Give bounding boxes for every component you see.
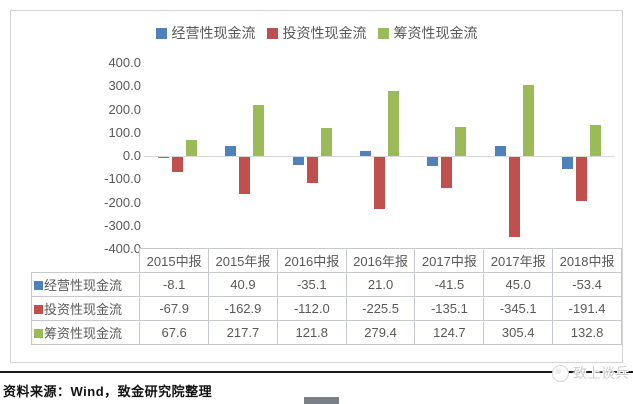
bar <box>306 156 318 183</box>
table-cell: -345.1 <box>483 296 554 321</box>
bar <box>292 156 304 165</box>
table-cell: 124.7 <box>414 320 485 345</box>
table-cell: 132.8 <box>552 320 622 345</box>
table-cell: -35.1 <box>276 272 347 297</box>
table-cell: -112.0 <box>276 296 347 321</box>
table-cell: 217.7 <box>208 320 278 345</box>
legend-label: 筹资性现金流 <box>393 25 478 41</box>
table-cell: -191.4 <box>552 296 622 321</box>
bar <box>508 156 520 237</box>
table-header-cell: 2015年报 <box>208 248 278 273</box>
bar <box>561 156 573 169</box>
y-tick-label: 100.0 <box>108 124 141 140</box>
bar <box>455 127 467 156</box>
table-row-label-text: 投资性现金流 <box>44 302 123 317</box>
bar <box>158 156 170 159</box>
bar <box>172 156 184 173</box>
bar <box>320 127 332 156</box>
table-corner-blank <box>32 249 140 273</box>
table-header-cell: 2015中报 <box>139 248 210 273</box>
footer-divider-line <box>0 371 633 373</box>
y-tick-label: -100.0 <box>104 171 141 187</box>
legend-label: 经营性现金流 <box>171 25 256 41</box>
table-header-cell: 2018中报 <box>552 248 622 273</box>
table-cell: 40.9 <box>208 272 278 297</box>
bar <box>253 105 265 156</box>
table-cell: -225.5 <box>345 296 416 321</box>
y-tick-label: -200.0 <box>104 194 141 210</box>
bar <box>186 140 198 156</box>
table-row-label: 投资性现金流 <box>30 296 141 321</box>
table-cell: -135.1 <box>414 296 485 321</box>
table-row-label: 经营性现金流 <box>30 272 141 297</box>
bar-group <box>211 63 278 249</box>
watermark-logo-icon <box>552 364 569 382</box>
bar <box>387 91 399 156</box>
y-tick-label: 200.0 <box>108 101 141 117</box>
table-header-cell: 2017中报 <box>414 248 485 273</box>
table-header-cell: 2016中报 <box>276 248 347 273</box>
bar <box>373 156 385 209</box>
source-note: 资料来源：Wind，致金研究院整理 <box>3 384 213 399</box>
legend-item: 经营性现金流 <box>155 25 256 41</box>
chart-legend: 经营性现金流 投资性现金流 筹资性现金流 <box>11 25 622 41</box>
bar <box>359 151 371 156</box>
y-tick-label: 400.0 <box>108 55 141 70</box>
y-tick-label: 0.0 <box>122 148 141 163</box>
table-cell: 279.4 <box>345 320 416 345</box>
table-cell: 21.0 <box>345 272 416 297</box>
bar <box>225 146 237 156</box>
bar-group <box>413 63 480 249</box>
bar <box>589 125 601 156</box>
table-cell: -53.4 <box>552 272 622 297</box>
legend-item: 筹资性现金流 <box>377 25 478 41</box>
table-cell: 305.4 <box>483 320 554 345</box>
table-row-label-text: 经营性现金流 <box>44 278 123 293</box>
bar-group <box>548 63 615 249</box>
bar <box>494 145 506 156</box>
watermark: 致上谈兵 <box>552 363 629 383</box>
table-row: 筹资性现金流 67.6 217.7 121.8 279.4 124.7 305.4 132.8 <box>30 320 622 345</box>
table-row-label: 筹资性现金流 <box>30 320 141 345</box>
data-table: 2015中报 2015年报 2016中报 2016年报 2017中报 2017年报 2018… <box>30 248 622 345</box>
row-swatch-icon <box>34 281 43 290</box>
legend-swatch-icon <box>266 27 278 39</box>
bar <box>239 156 251 195</box>
table-row: 投资性现金流 -67.9 -162.9 -112.0 -225.5 -135.1 -345.… <box>30 296 622 321</box>
bar <box>522 84 534 156</box>
bar-group <box>279 63 346 249</box>
row-swatch-icon <box>34 305 43 314</box>
row-swatch-icon <box>34 329 43 338</box>
table-cell: -162.9 <box>208 296 278 321</box>
table-cell: 45.0 <box>483 272 554 297</box>
bar-group <box>346 63 413 249</box>
chart-container: 经营性现金流 投资性现金流 筹资性现金流 400.0 300.0 200.0 100.0 0… <box>10 10 623 363</box>
plot-area <box>144 63 615 249</box>
table-cell: 67.6 <box>139 320 210 345</box>
table-cell: -8.1 <box>139 272 210 297</box>
watermark-text: 致上谈兵 <box>573 365 629 381</box>
table-cell: -41.5 <box>414 272 485 297</box>
bar <box>427 156 439 167</box>
y-tick-label: -400.0 <box>104 241 141 256</box>
table-cell: -67.9 <box>139 296 210 321</box>
table-header-cell: 2016年报 <box>345 248 416 273</box>
legend-label: 投资性现金流 <box>282 25 367 41</box>
bar <box>441 156 453 188</box>
table-header-cell: 2017年报 <box>483 248 554 273</box>
legend-swatch-icon <box>377 27 389 39</box>
bar <box>575 156 587 201</box>
y-tick-label: 300.0 <box>108 78 141 94</box>
legend-item: 投资性现金流 <box>266 25 367 41</box>
table-row: 经营性现金流 -8.1 40.9 -35.1 21.0 -41.5 45.0 -53.4 <box>30 272 622 297</box>
bar-group <box>480 63 547 249</box>
bar-group <box>144 63 211 249</box>
table-cell: 121.8 <box>276 320 347 345</box>
table-header-row: 2015中报 2015年报 2016中报 2016年报 2017中报 2017年报 2018… <box>32 248 622 273</box>
y-tick-label: -300.0 <box>104 217 141 233</box>
legend-swatch-icon <box>155 27 167 39</box>
table-row-label-text: 筹资性现金流 <box>44 326 123 341</box>
partial-gray-bar <box>304 397 339 404</box>
